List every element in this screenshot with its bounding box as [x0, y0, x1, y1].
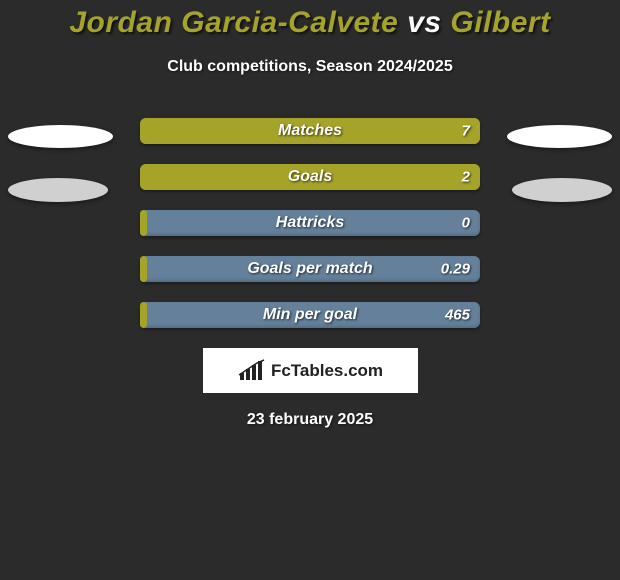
- bar-chart-icon: [237, 359, 267, 383]
- stat-row-label: Matches: [278, 122, 342, 140]
- stat-row-fill: [140, 256, 147, 282]
- stat-row: Min per goal 465: [140, 302, 480, 328]
- stat-row-fill: [140, 302, 147, 328]
- stat-row-value: 7: [462, 123, 470, 140]
- side-ellipse: [512, 178, 612, 202]
- stat-row-value: 465: [445, 307, 470, 324]
- stat-row-value: 0: [462, 215, 470, 232]
- stat-row-label: Goals: [288, 168, 332, 186]
- player2-name: Gilbert: [450, 6, 550, 39]
- stat-row: Goals per match 0.29: [140, 256, 480, 282]
- player1-name: Jordan Garcia-Calvete: [69, 6, 398, 39]
- chart-area: Matches 7 Goals 2 Hattricks 0 Goals per match 0…: [0, 118, 620, 328]
- side-ellipse: [8, 178, 108, 202]
- vs-text: vs: [407, 6, 441, 39]
- logo-text: FcTables.com: [271, 361, 383, 381]
- date-text: 23 february 2025: [0, 411, 620, 429]
- stat-row-label: Min per goal: [263, 306, 357, 324]
- stat-row: Matches 7: [140, 118, 480, 144]
- source-logo: FcTables.com: [203, 348, 418, 393]
- comparison-title: Jordan Garcia-Calvete vs Gilbert: [0, 0, 620, 40]
- stat-row: Hattricks 0: [140, 210, 480, 236]
- stat-row-fill: [140, 210, 147, 236]
- stat-row-value: 0.29: [441, 261, 470, 278]
- subtitle: Club competitions, Season 2024/2025: [0, 58, 620, 76]
- stat-row-label: Hattricks: [276, 214, 344, 232]
- side-ellipse: [8, 125, 113, 148]
- stat-row: Goals 2: [140, 164, 480, 190]
- side-ellipse: [507, 125, 612, 148]
- stat-row-label: Goals per match: [247, 260, 372, 278]
- stat-row-value: 2: [462, 169, 470, 186]
